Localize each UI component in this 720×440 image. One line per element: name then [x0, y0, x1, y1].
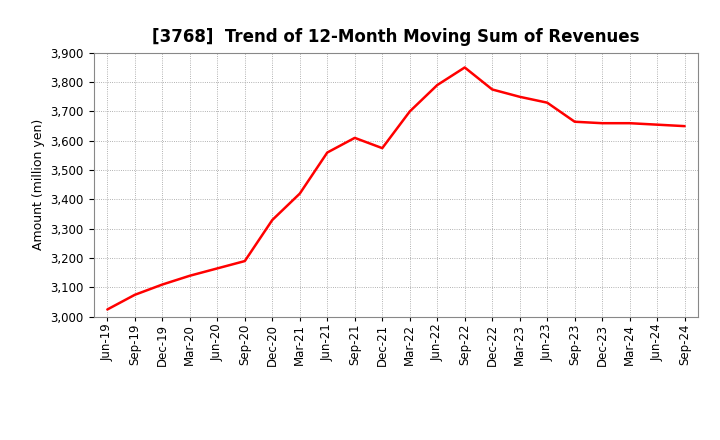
Y-axis label: Amount (million yen): Amount (million yen) [32, 119, 45, 250]
Title: [3768]  Trend of 12-Month Moving Sum of Revenues: [3768] Trend of 12-Month Moving Sum of R… [152, 28, 640, 46]
